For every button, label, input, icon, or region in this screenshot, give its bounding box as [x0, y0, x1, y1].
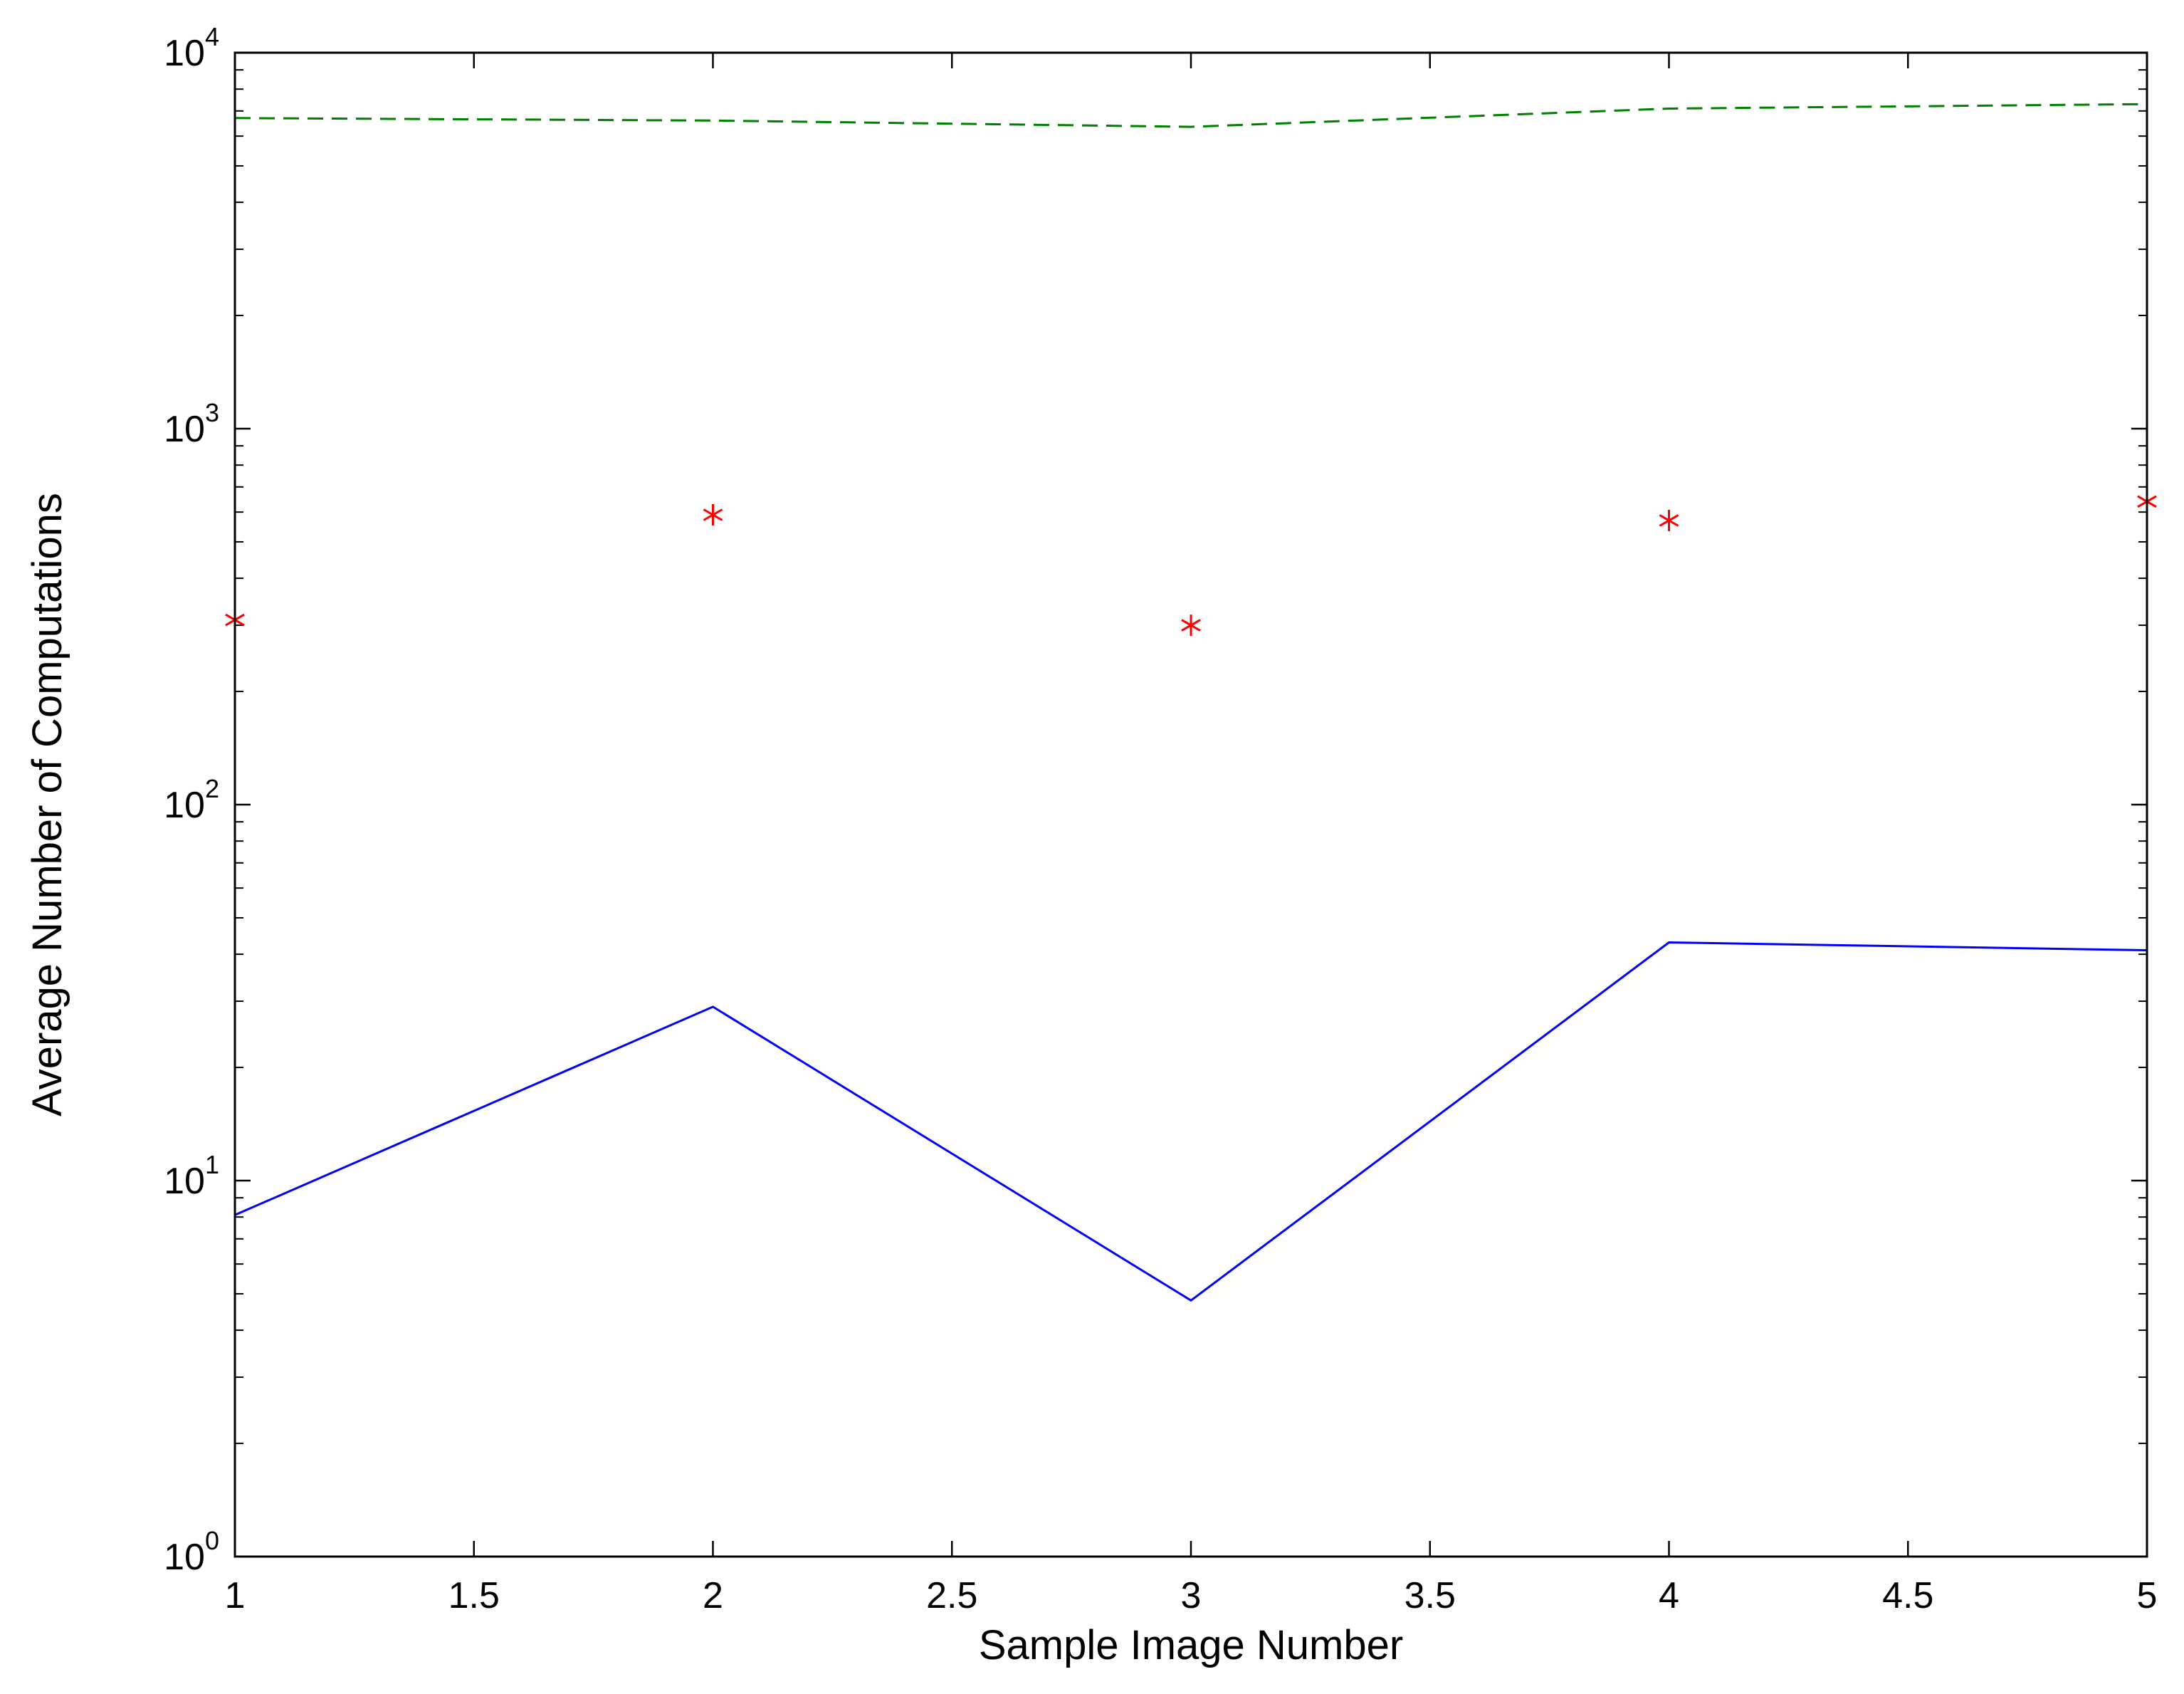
y-axis-label: Average Number of Computations [24, 493, 70, 1117]
star-stroke [703, 508, 723, 521]
star-stroke [1181, 619, 1201, 632]
x-tick-label: 4.5 [1882, 1575, 1933, 1616]
data-point-star [1659, 509, 1679, 531]
x-tick-label: 4 [1659, 1575, 1679, 1616]
star-stroke [1659, 514, 1679, 527]
series-line-solid [234, 941, 2148, 1302]
series-layer [225, 103, 2157, 1302]
y-tick-label: 100 [164, 1526, 219, 1578]
x-tick-label: 2 [703, 1575, 723, 1616]
axes-frame [233, 51, 2148, 1558]
y-tick-label: 101 [164, 1150, 219, 1202]
x-tick-label: 1.5 [448, 1575, 500, 1616]
y-tick-label: 103 [164, 398, 219, 450]
labels-layer: 1 1.5 2 2.5 3 3.5 4 4.5 5 100 101 102 103 104 [164, 22, 2157, 1616]
ticks-layer [233, 51, 2148, 1558]
plot-area [235, 53, 2147, 1557]
y-tick-label: 104 [164, 22, 219, 74]
x-tick-label: 2.5 [926, 1575, 977, 1616]
data-point-star [703, 503, 723, 526]
x-tick-label: 1 [225, 1575, 246, 1616]
series-line-dashed [234, 103, 2148, 128]
y-tick-label: 102 [164, 774, 219, 826]
x-axis-label: Sample Image Number [979, 1622, 1403, 1668]
x-tick-label: 5 [2137, 1575, 2158, 1616]
data-point-star [1181, 615, 1201, 637]
x-tick-label: 3.5 [1405, 1575, 1456, 1616]
x-tick-label: 3 [1181, 1575, 1202, 1616]
